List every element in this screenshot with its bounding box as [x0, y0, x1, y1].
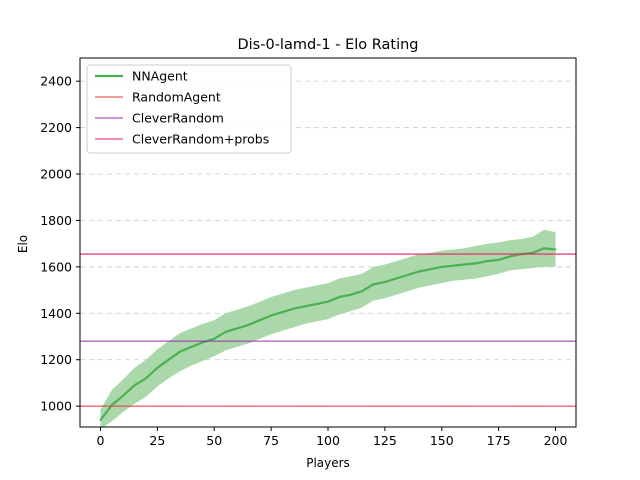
series-point [383, 281, 386, 283]
y-tick-label: 2000 [40, 167, 72, 182]
y-tick-label: 2200 [40, 120, 72, 135]
series-point [349, 293, 352, 296]
x-tick-label: 125 [373, 433, 397, 448]
series-point [429, 268, 432, 271]
y-tick-label: 2400 [40, 74, 72, 89]
series-point [190, 346, 193, 348]
series-point [395, 277, 398, 280]
x-tick-label: 25 [149, 433, 165, 448]
x-tick-label: 150 [430, 433, 454, 448]
y-tick-label: 1800 [40, 213, 72, 228]
series-point [372, 283, 375, 286]
legend-box [86, 64, 292, 154]
legend-label: CleverRandom+probs [132, 132, 269, 147]
legend: NNAgent RandomAgent CleverRandom CleverRand… [86, 64, 292, 154]
x-tick-label: 0 [97, 433, 105, 448]
series-point [270, 314, 273, 317]
series-point [486, 260, 489, 262]
series-point [122, 394, 125, 397]
series-point [201, 341, 204, 344]
series-point [463, 263, 466, 266]
plot-area: 0 25 50 75 100 125 150 175 200 1000 1200 1400 1600 18… [40, 57, 577, 448]
series-point [361, 290, 364, 293]
series-point [497, 259, 500, 261]
x-tick-label: 100 [316, 433, 340, 448]
series-point [281, 311, 284, 314]
series-point [554, 248, 557, 251]
series-point [543, 247, 546, 250]
series-point [110, 404, 113, 406]
x-tick-label: 75 [263, 433, 279, 448]
x-tick-label: 200 [544, 433, 568, 448]
series-point [452, 264, 455, 267]
x-tick-label: 175 [487, 433, 511, 448]
legend-label: CleverRandom [132, 111, 224, 126]
x-tick-label: 50 [206, 433, 222, 448]
series-point [236, 327, 238, 330]
series-point [258, 319, 261, 322]
series-point [133, 384, 136, 387]
series-point [156, 366, 159, 369]
x-axis-label: Players [306, 456, 350, 470]
series-point [315, 303, 318, 305]
y-tick-label: 1600 [40, 259, 72, 274]
series-point [531, 252, 534, 254]
y-tick-label: 1200 [40, 352, 72, 367]
series-point [406, 274, 409, 276]
series-point [304, 305, 307, 308]
series-point [247, 323, 250, 326]
series-point [509, 255, 511, 258]
series-confidence-band [100, 229, 556, 427]
series-point [213, 337, 216, 340]
series-point [99, 419, 102, 421]
series-point [167, 358, 170, 361]
series-point [145, 377, 147, 380]
chart-title: Dis-0-lamd-1 - Elo Rating [237, 37, 418, 53]
series-point [338, 296, 341, 298]
y-tick-label: 1400 [40, 306, 72, 321]
legend-label: RandomAgent [132, 90, 221, 105]
legend-label: NNAgent [132, 69, 188, 84]
series-point [292, 307, 295, 310]
series-point [474, 262, 477, 265]
series-point [179, 350, 182, 353]
series-point [440, 265, 443, 268]
series-point [418, 270, 420, 273]
plot-series-group [80, 229, 576, 427]
y-axis-label: Elo [16, 235, 30, 253]
series-point [224, 330, 227, 333]
y-tick-label: 1000 [40, 399, 72, 414]
series-point [327, 300, 329, 303]
